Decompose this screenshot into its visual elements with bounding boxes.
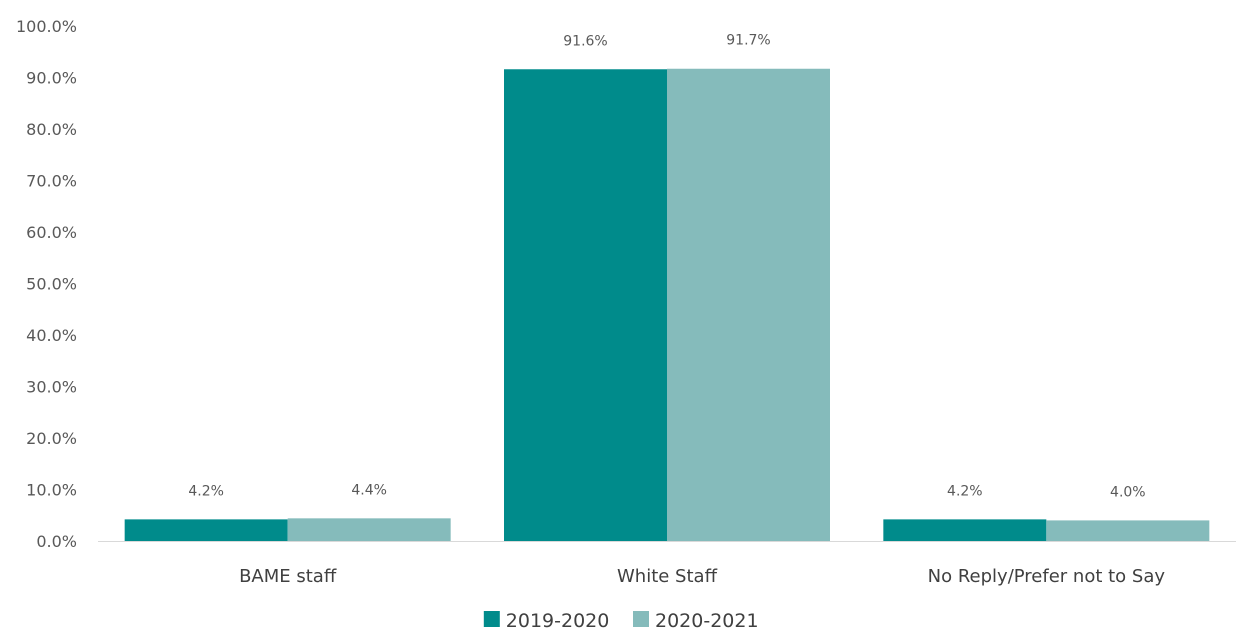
legend-swatch [633,611,649,627]
category-label: BAME staff [239,566,337,587]
y-tick-label: 10.0% [26,481,77,500]
y-tick-label: 50.0% [26,275,77,294]
bar [1046,520,1210,541]
data-label: 91.6% [563,33,607,49]
bar [124,519,288,541]
y-tick-label: 90.0% [26,69,77,88]
data-label: 4.0% [1110,484,1146,500]
data-label: 91.7% [726,33,770,49]
legend-item: 2020-2021 [633,610,759,632]
y-tick-label: 60.0% [26,223,77,242]
legend-label: 2020-2021 [655,610,759,632]
legend-item: 2019-2020 [483,610,610,632]
y-tick-label: 30.0% [26,378,77,397]
bar [504,69,667,541]
category-label: White Staff [617,566,718,587]
category-labels: BAME staff White Staff No Reply/Prefer not… [239,566,1165,587]
legend-swatch [483,611,500,627]
data-labels: 4.2% 4.4% 91.6% 91.7% 4.2% 4.0% [188,33,1145,501]
y-tick-label: 100.0% [16,17,77,36]
y-tick-label: 20.0% [26,429,77,448]
legend: 2019-2020 2020-2021 [483,610,759,632]
bar [883,519,1047,541]
y-tick-label: 70.0% [26,172,77,191]
bar [287,518,451,541]
y-axis-tick-labels: 0.0% 10.0% 20.0% 30.0% 40.0% 50.0% 60.0% 70.0% 8… [16,17,77,551]
y-tick-label: 40.0% [26,326,77,345]
data-label: 4.2% [188,483,224,499]
data-label: 4.2% [947,483,983,499]
bar [667,68,830,542]
legend-label: 2019-2020 [506,610,610,632]
y-tick-label: 80.0% [26,120,77,139]
data-label: 4.4% [351,482,387,498]
bars [124,68,1210,542]
category-label: No Reply/Prefer not to Say [928,566,1166,587]
y-tick-label: 0.0% [36,532,77,551]
